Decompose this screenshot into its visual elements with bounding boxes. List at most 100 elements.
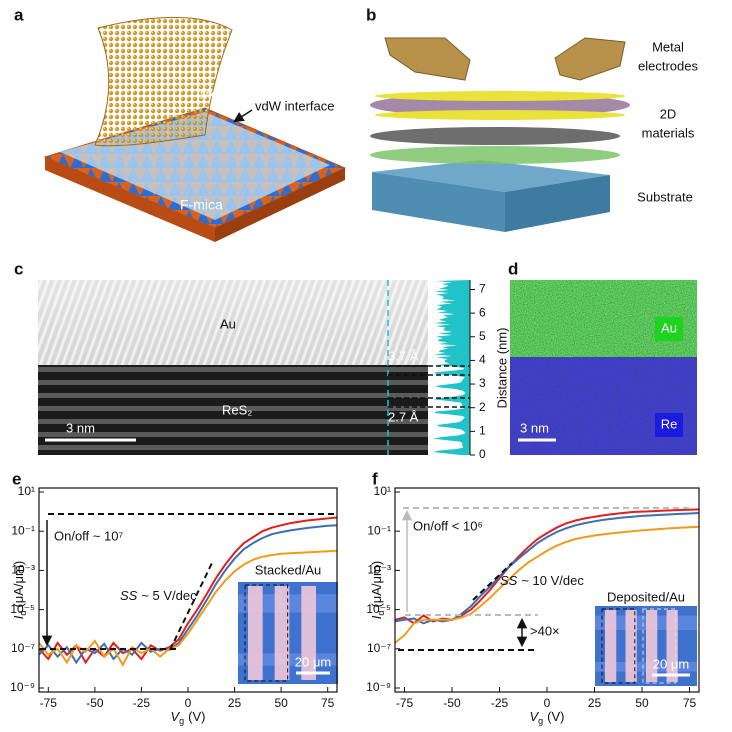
annotation: On/off ~ 10⁷ [54, 528, 123, 543]
inset-title: Deposited/Au [607, 589, 685, 604]
label: F-mica [180, 197, 223, 213]
y-tick-label: 3 [479, 376, 486, 390]
data-line [38, 516, 338, 665]
y-tick-label: 10¹ [374, 484, 391, 498]
axis-unit: (V) [547, 709, 564, 724]
axis-subscript: g [179, 716, 184, 726]
axis-symbol: V [170, 709, 180, 724]
y-tick-label: 4 [479, 353, 486, 367]
label: 2.7 Å [388, 409, 419, 424]
chart-panel: f 20 μm Deposited/Au On/off < 10⁶ SS ~ 10 V/d… [366, 469, 700, 726]
axis-subscript: d [18, 611, 28, 616]
data-line [394, 525, 700, 644]
scale-bar-label: 3 nm [520, 420, 549, 435]
annotation-text: ~ 5 V/dec [141, 588, 197, 603]
eds-map [510, 280, 697, 455]
y-tick-label: 10⁻⁷ [367, 641, 391, 655]
y-tick-label: 10⁻³ [367, 563, 391, 577]
panel-label: c [14, 259, 23, 278]
scale-bar-label: 20 μm [653, 656, 689, 671]
y-tick-label: 10¹ [18, 484, 35, 498]
y-tick-label: 10⁻¹ [367, 523, 391, 537]
chart-panel: e 20 μm Stacked/Au On/off ~ 10⁷ SS ~ 5 V/dec 1… [10, 469, 338, 726]
label: materials [642, 125, 695, 140]
inset-title: Stacked/Au [255, 562, 322, 577]
y-tick-label: 1 [479, 424, 486, 438]
x-tick-label: -25 [491, 696, 509, 710]
label: 2D [660, 106, 677, 121]
panel-label: a [14, 5, 24, 24]
label: 3.7 Å [388, 348, 419, 363]
annotation-line [169, 562, 213, 651]
panel-label: b [366, 5, 376, 24]
panel-a-render: Metal vdW interface F-mica [43, 16, 347, 242]
data-line [38, 549, 338, 667]
profile [432, 280, 470, 455]
y-tick-label: 0 [479, 447, 486, 461]
annotation-symbol: SS [500, 573, 518, 588]
data-line [394, 512, 700, 625]
axis-symbol: I [369, 615, 384, 619]
annotation-symbol: SS [120, 588, 138, 603]
label: Metal [652, 39, 684, 54]
annotation: On/off < 10⁶ [413, 518, 483, 533]
x-tick-label: 25 [588, 696, 602, 710]
x-tick-label: -25 [133, 696, 151, 710]
annotation: >40× [530, 623, 560, 638]
y-tick-label: 10⁻⁵ [10, 602, 35, 616]
annotation-text: ~ 10 V/dec [521, 573, 584, 588]
x-tick-label: -50 [86, 696, 104, 710]
y-tick-label: 10⁻⁵ [366, 602, 391, 616]
x-tick-label: 75 [321, 696, 335, 710]
y-tick-label: 10⁻¹ [11, 523, 35, 537]
data-line [38, 524, 338, 665]
y-tick-label: 10⁻⁹ [10, 680, 35, 694]
y-tick-label: 10⁻⁷ [11, 641, 35, 655]
x-tick-label: 25 [228, 696, 242, 710]
x-tick-label: 50 [274, 696, 288, 710]
x-axis-label: Vg (V) [170, 709, 205, 726]
axis-symbol: V [529, 709, 539, 724]
label: Substrate [637, 189, 693, 204]
panel-c: Au ReS₂ 3.7 Å 2.7 Å 3 nm Distance (nm) 0… [38, 280, 509, 461]
axis-symbol: I [11, 615, 26, 619]
x-tick-label: -50 [443, 696, 461, 710]
label: electrodes [638, 58, 698, 73]
x-tick-label: 0 [185, 696, 192, 710]
label: Re [661, 416, 678, 431]
scale-bar-label: 3 nm [66, 420, 95, 435]
label: Au [661, 320, 677, 335]
axis-subscript: g [538, 716, 543, 726]
axis-unit: (μA/μm) [11, 561, 26, 608]
annotation: SS ~ 5 V/dec [120, 588, 197, 603]
label: vdW interface [255, 98, 334, 113]
y-tick-label: 7 [479, 282, 486, 296]
y-tick-label: 6 [479, 305, 486, 319]
x-tick-label: -75 [396, 696, 414, 710]
y-tick-label: 2 [479, 400, 486, 414]
x-axis-label: Vg (V) [529, 709, 564, 726]
y-tick-label: 10⁻³ [11, 563, 35, 577]
panel-b-render: Metal electrodes 2D materials Substrate [370, 37, 698, 232]
y-axis-label: Id (μA/μm) [11, 561, 28, 619]
axis-unit: (V) [188, 709, 205, 724]
annotation: SS ~ 10 V/dec [500, 573, 584, 588]
label: Au [220, 316, 236, 331]
label: ReS₂ [222, 402, 252, 417]
label: Metal [200, 86, 232, 101]
panel-label: f [372, 469, 378, 488]
x-tick-label: 75 [683, 696, 697, 710]
x-tick-label: 0 [544, 696, 551, 710]
x-tick-label: 50 [635, 696, 649, 710]
y-tick-label: 10⁻⁹ [366, 680, 391, 694]
annotation-line [472, 562, 513, 601]
panel-label: d [508, 259, 518, 278]
panel-label: e [12, 469, 21, 488]
axis-unit: (μA/μm) [369, 561, 384, 608]
axis-label: Distance (nm) [494, 328, 509, 409]
arrow [233, 109, 253, 123]
scale-bar-label: 20 μm [295, 654, 331, 669]
y-axis-label: Id (μA/μm) [369, 561, 386, 619]
